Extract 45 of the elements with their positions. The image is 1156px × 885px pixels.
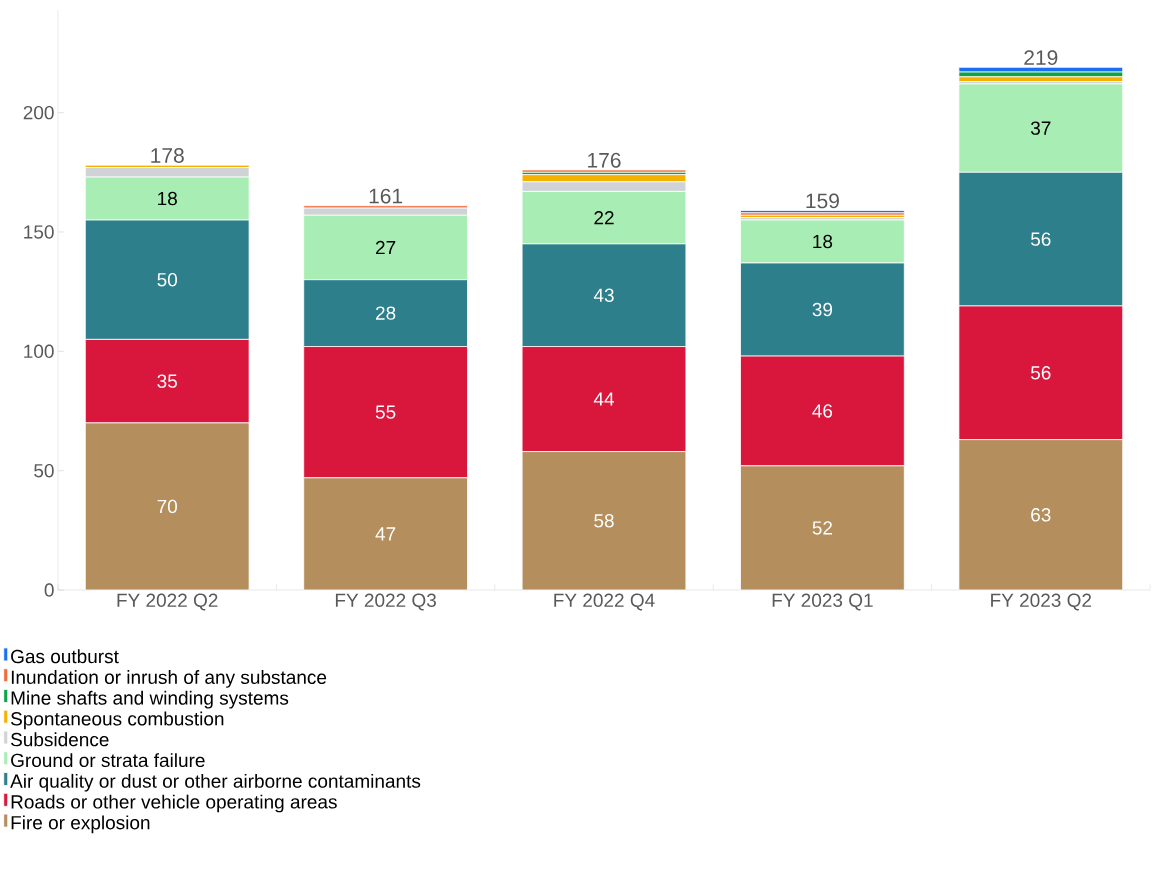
data-label: 56 (1030, 366, 1051, 380)
total-label: 176 (588, 152, 621, 168)
y-tick-label: 50 (34, 463, 54, 478)
data-label: 50 (157, 272, 178, 287)
total-label: 178 (151, 148, 184, 163)
legend-label: Spontaneous combustion (11, 711, 224, 730)
total-label: 159 (806, 193, 839, 209)
data-label: 35 (157, 374, 177, 388)
x-tick-label: FY 2022 Q3 (335, 593, 436, 611)
legend-label: Subsidence (11, 732, 109, 747)
legend-label: Mine shafts and winding systems (11, 690, 289, 709)
data-label: 37 (1030, 121, 1051, 135)
legend-label: Fire or explosion (11, 815, 150, 834)
total-label: 219 (1024, 50, 1058, 66)
data-label: 43 (593, 288, 614, 302)
legend-label: Air quality or dust or other airborne contaminants (10, 773, 421, 792)
data-label: 27 (376, 240, 396, 255)
legend-label: Inundation or inrush of any substance (11, 670, 327, 688)
data-label: 55 (375, 405, 396, 419)
data-label: 56 (1030, 232, 1051, 246)
x-tick-label: FY 2022 Q2 (117, 593, 218, 611)
data-label: 18 (813, 234, 833, 249)
data-label: 22 (594, 211, 614, 225)
legend-label: Ground or strata failure (11, 753, 205, 768)
data-label: 18 (158, 191, 177, 206)
total-label: 161 (369, 188, 403, 204)
data-label: 70 (157, 499, 178, 514)
legend-label: Gas outburst (11, 649, 119, 664)
data-label: 44 (593, 392, 615, 406)
y-tick-label: 150 (24, 225, 54, 239)
data-label: 58 (594, 514, 614, 528)
data-label: 28 (376, 306, 396, 320)
y-tick-label: 0 (44, 583, 54, 597)
y-tick-label: 100 (24, 344, 54, 359)
legend-label: Roads or other vehicle operating areas (11, 794, 337, 813)
data-label: 63 (1031, 508, 1051, 522)
x-tick-label: FY 2023 Q2 (991, 593, 1092, 611)
x-tick-label: FY 2022 Q4 (554, 593, 655, 611)
data-label: 52 (812, 521, 833, 535)
x-tick-label: FY 2023 Q1 (772, 593, 873, 611)
data-label: 46 (812, 404, 833, 418)
data-label: 47 (375, 527, 396, 541)
data-label: 39 (812, 302, 833, 317)
y-tick-label: 200 (23, 105, 54, 120)
bar (958, 71, 1124, 78)
